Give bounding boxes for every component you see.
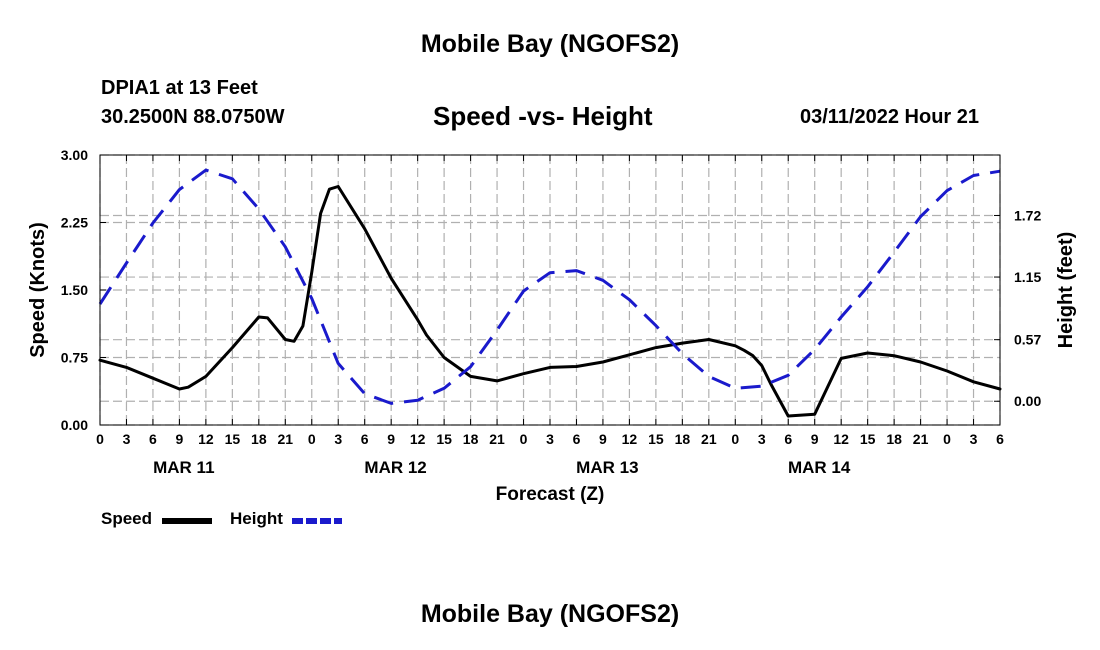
y-tick-label: 3.00 <box>61 147 88 163</box>
x-tick-label: 6 <box>784 431 792 447</box>
series-line-height <box>98 168 1001 405</box>
x-tick-label: 9 <box>176 431 184 447</box>
y-tick-label: 1.50 <box>61 282 88 298</box>
x-axis-label: Forecast (Z) <box>496 484 605 505</box>
x-tick-label: 0 <box>520 431 528 447</box>
station-coordinates: 30.2500N 88.0750W <box>101 106 285 128</box>
x-tick-label: 0 <box>96 431 104 447</box>
x-tick-label: 18 <box>251 431 267 447</box>
x-tick-label: 6 <box>149 431 157 447</box>
x-tick-label: 0 <box>943 431 951 447</box>
chart-subtitle: Speed -vs- Height <box>433 101 653 131</box>
x-tick-label: 6 <box>361 431 369 447</box>
second-chart-title: Mobile Bay (NGOFS2) <box>420 600 680 628</box>
x-tick-label: 21 <box>701 431 717 447</box>
y2-tick-label: 1.72 <box>1014 207 1041 223</box>
x-tick-label: 3 <box>546 431 554 447</box>
x-tick-label: 3 <box>334 431 342 447</box>
x-tick-label: 12 <box>833 431 849 447</box>
x-tick-label: 3 <box>123 431 131 447</box>
date-label: MAR 14 <box>788 458 851 477</box>
x-tick-label: 6 <box>996 431 1004 447</box>
x-tick-label: 15 <box>225 431 241 447</box>
y-tick-label: 0.00 <box>61 417 88 433</box>
x-tick-label: 9 <box>811 431 819 447</box>
legend-height-label: Height <box>230 509 283 528</box>
date-label: MAR 13 <box>576 458 638 477</box>
x-tick-label: 3 <box>758 431 766 447</box>
y-tick-label: 2.25 <box>61 215 88 231</box>
x-tick-label: 9 <box>387 431 395 447</box>
x-tick-label: 0 <box>308 431 316 447</box>
x-tick-label: 12 <box>622 431 638 447</box>
series-line-speed <box>98 185 1002 418</box>
axes: 0 3 6 9 12 15 18 21 0 3 6 9 12 15 18 21 0 3 6 9 12 15 18 21 0 3 6 9… <box>27 147 1077 505</box>
y2-axis-label: Height (feet) <box>1055 232 1077 349</box>
y-tick-label: 0.75 <box>61 350 88 366</box>
x-tick-label: 21 <box>913 431 929 447</box>
y2-tick-label: 0.00 <box>1014 393 1041 409</box>
chart-title: Mobile Bay (NGOFS2) <box>420 30 680 58</box>
x-tick-label: 12 <box>410 431 426 447</box>
x-tick-label: 18 <box>886 431 902 447</box>
x-tick-label: 0 <box>731 431 739 447</box>
x-tick-label: 15 <box>860 431 876 447</box>
x-tick-label: 3 <box>970 431 978 447</box>
series-layer <box>98 168 1002 418</box>
date-label: MAR 11 <box>153 458 214 477</box>
x-tick-label: 6 <box>573 431 581 447</box>
x-tick-label: 18 <box>463 431 479 447</box>
x-tick-label: 21 <box>489 431 505 447</box>
date-label: MAR 12 <box>364 458 426 477</box>
y2-tick-label: 0.57 <box>1014 332 1041 348</box>
x-tick-label: 15 <box>436 431 452 447</box>
x-tick-label: 12 <box>198 431 214 447</box>
x-tick-label: 9 <box>599 431 607 447</box>
forecast-run-time: 03/11/2022 Hour 21 <box>800 106 980 128</box>
station-label: DPIA1 at 13 Feet <box>101 77 258 99</box>
legend-speed-label: Speed <box>101 509 153 528</box>
y-axis-label: Speed (Knots) <box>27 222 49 358</box>
y2-tick-label: 1.15 <box>1014 269 1041 285</box>
x-tick-label: 18 <box>675 431 691 447</box>
x-tick-label: 21 <box>278 431 294 447</box>
x-tick-label: 15 <box>648 431 664 447</box>
